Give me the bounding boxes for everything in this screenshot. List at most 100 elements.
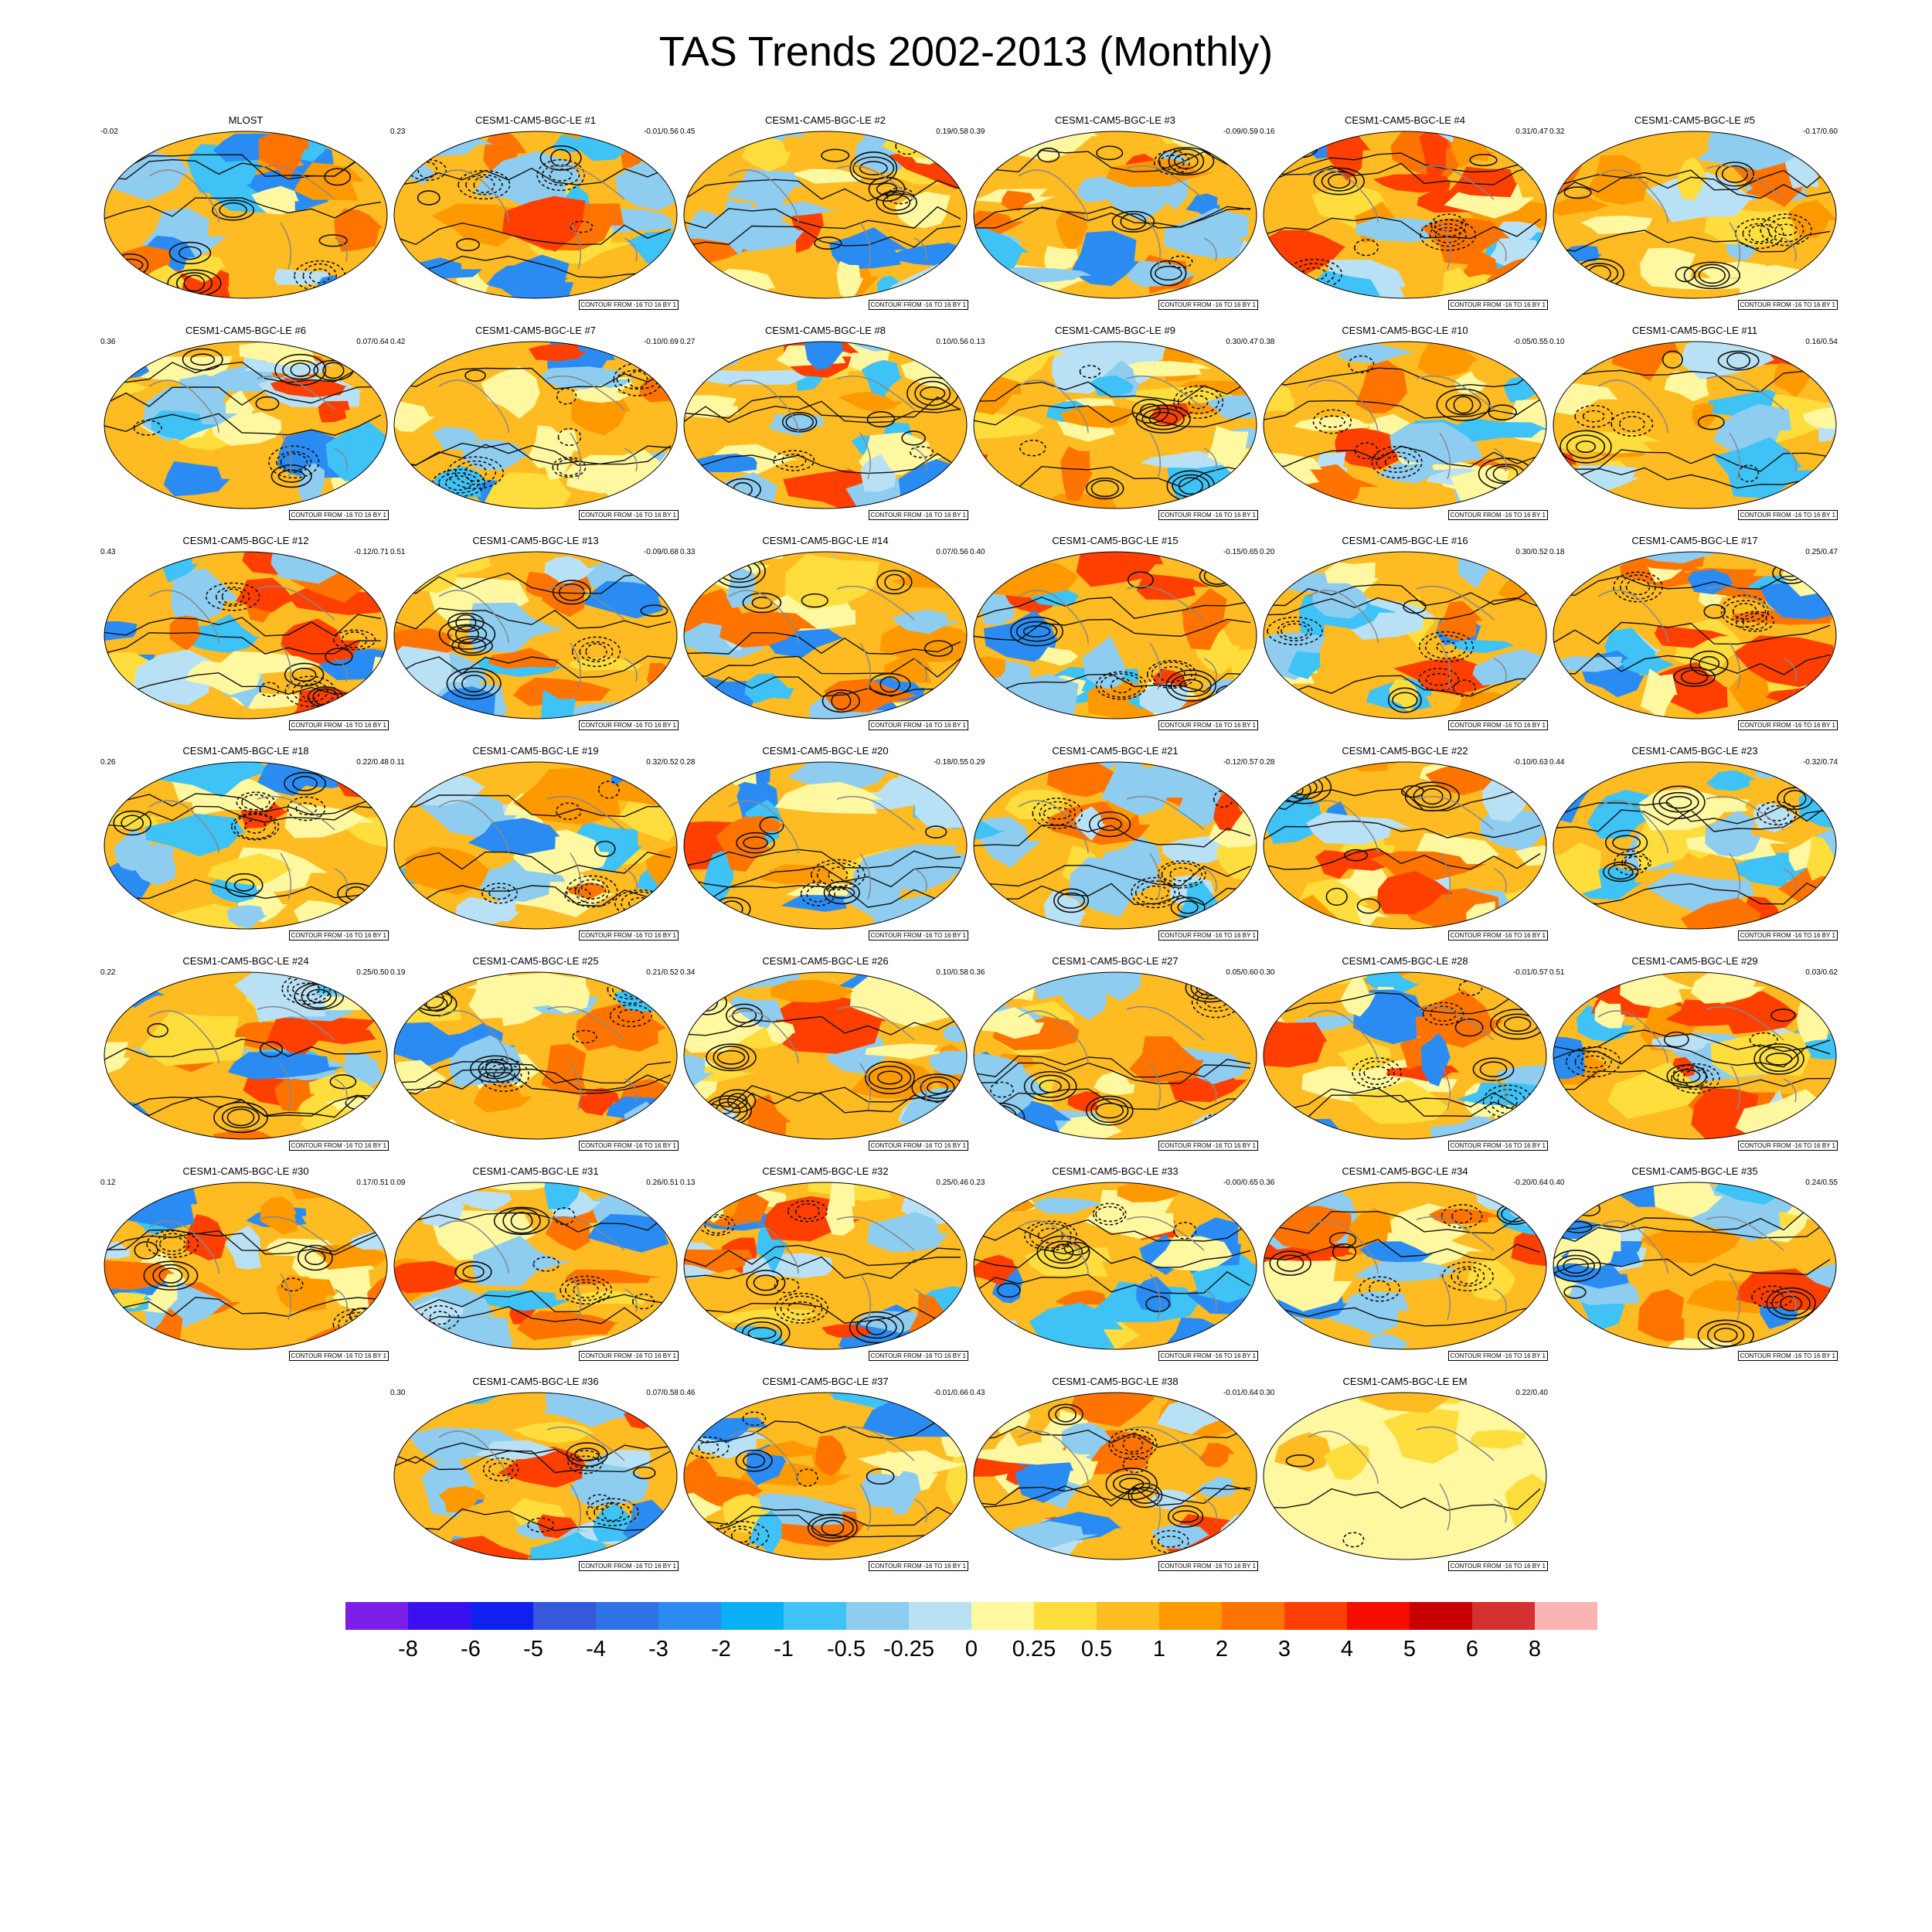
trend-field: [604, 1450, 652, 1469]
trend-field: [1454, 418, 1546, 442]
contour-line: [1553, 1258, 1831, 1277]
map-border: [104, 1182, 388, 1350]
trend-field: [1070, 1393, 1155, 1427]
panel-left-value: 0.51: [1549, 968, 1565, 977]
trend-field: [513, 677, 614, 706]
contour-line: [394, 655, 672, 679]
contour-line: [168, 241, 212, 265]
contour-note: CONTOUR FROM -16 TO 16 BY 1: [1447, 720, 1548, 730]
contour-line: [909, 446, 934, 458]
trend-field: [974, 1007, 1045, 1039]
contour-line: [684, 655, 961, 678]
contour-line: [1288, 138, 1315, 154]
contour-line: [1742, 223, 1777, 245]
contour-line: [1566, 1046, 1621, 1078]
map-panel: CESM1-CAM5-BGC-LE #14 0.33 0.07/0.56 CONTOU…: [680, 535, 968, 730]
trend-field: [1340, 972, 1376, 1017]
panel-right-value: 0.17/0.51: [356, 1179, 389, 1187]
contour-line: [1556, 1254, 1595, 1277]
contour-line: [684, 631, 961, 655]
panel-left-value: 0.27: [680, 338, 696, 346]
contour-line: [594, 840, 616, 858]
contour-line: [1721, 165, 1749, 183]
coastline: [728, 375, 927, 480]
contour-line: [1735, 611, 1775, 632]
contour-line: [1128, 1482, 1163, 1509]
contour-line: [1131, 1487, 1160, 1505]
map-panel: MLOST -0.02: [100, 114, 389, 308]
trend-field: [726, 762, 758, 787]
contour-note: CONTOUR FROM -16 TO 16 BY 1: [578, 720, 679, 730]
map-panel: CESM1-CAM5-BGC-LE #26 0.34 0.10/0.58 CONTOU…: [680, 955, 968, 1151]
contour-line: [684, 1244, 961, 1267]
panel-title: CESM1-CAM5-BGC-LE #9: [1054, 325, 1176, 336]
trend-field: [1337, 1042, 1392, 1071]
trend-field: [992, 1260, 1024, 1304]
map-plot: [104, 1182, 388, 1350]
trend-field: [838, 391, 903, 413]
map-plot: [683, 1182, 968, 1350]
trend-field: [185, 1214, 227, 1260]
trend-field: [1504, 552, 1546, 570]
contour-line: [1488, 404, 1517, 421]
trend-field: [649, 1529, 677, 1545]
map-border: [973, 1182, 1257, 1350]
trend-field: [1029, 1302, 1124, 1349]
contour-line: [1749, 1032, 1778, 1048]
trend-field: [770, 980, 855, 1003]
contour-line: [1605, 829, 1648, 856]
panel-title: CESM1-CAM5-BGC-LE #21: [1052, 745, 1179, 757]
panel-right-value: -0.12/0.57: [1223, 758, 1258, 767]
panel-left-value: 0.30: [1260, 1389, 1275, 1397]
contour-line: [394, 1290, 672, 1313]
contour-line: [1168, 148, 1205, 175]
contour-line: [706, 1043, 757, 1072]
trend-field: [1264, 1118, 1338, 1139]
contour-line: [1760, 1290, 1784, 1304]
contour-line: [1079, 365, 1101, 379]
contour-line: [1563, 1285, 1587, 1299]
contour-line: [1096, 145, 1124, 161]
contour-line: [1173, 385, 1224, 419]
contour-line: [594, 1502, 632, 1522]
trend-field: [684, 1454, 718, 1488]
trend-field: [1053, 342, 1151, 367]
contour-line: [1153, 150, 1190, 175]
panel-title: CESM1-CAM5-BGC-LE #29: [1631, 955, 1758, 967]
trend-field: [784, 553, 880, 610]
contour-line: [1328, 173, 1351, 189]
contour-line: [104, 1296, 382, 1318]
contour-line: [696, 993, 719, 1012]
contour-line: [1482, 1084, 1533, 1119]
contour-line: [1177, 900, 1199, 914]
contour-line: [713, 1046, 750, 1070]
contour-line: [1425, 672, 1452, 686]
trend-field: [1139, 683, 1190, 715]
contour-line: [394, 572, 672, 594]
contour-line: [570, 1455, 600, 1469]
map-border: [973, 341, 1257, 509]
contour-line: [986, 1109, 1012, 1127]
trend-field: [774, 781, 883, 815]
contour-line: [1165, 669, 1216, 702]
contour-line: [1264, 399, 1541, 421]
trend-field: [1136, 1276, 1174, 1312]
contour-line: [295, 802, 318, 815]
trend-field: [474, 1440, 561, 1460]
trend-field: [1312, 583, 1369, 619]
colorbar-label: -5: [523, 1637, 543, 1662]
coastline: [438, 1426, 638, 1531]
panel-right-value: 0.22/0.48: [356, 758, 389, 767]
contour-line: [536, 158, 585, 192]
contour-line: [1356, 898, 1381, 914]
contour-line: [866, 1319, 887, 1335]
map-plot: [1263, 1392, 1547, 1560]
contour-line: [1697, 1319, 1754, 1349]
coastline: [1018, 1216, 1217, 1321]
trend-field: [742, 137, 792, 172]
map-panel: CESM1-CAM5-BGC-LE #28 0.30 -0.01/0.57 CONTO…: [1260, 955, 1548, 1151]
coastline: [148, 1005, 348, 1111]
trend-field: [1182, 588, 1232, 651]
panel-title: CESM1-CAM5-BGC-LE #25: [472, 955, 599, 967]
contour-line: [1738, 464, 1760, 482]
